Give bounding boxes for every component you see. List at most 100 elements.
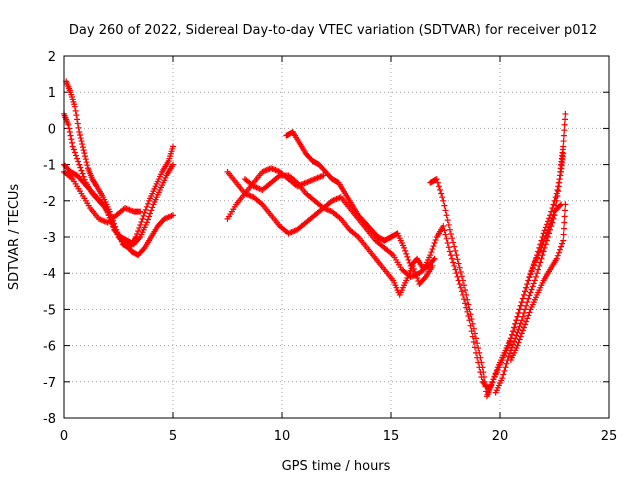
data-point-marker: [463, 304, 470, 311]
data-point-marker: [554, 186, 561, 193]
x-tick-label: 10: [274, 429, 291, 444]
data-point-marker: [76, 129, 83, 136]
data-point-marker: [518, 330, 525, 337]
data-point-marker: [476, 349, 483, 356]
data-point-marker: [552, 207, 559, 214]
data-point-marker: [461, 296, 468, 303]
y-tick-label: -1: [43, 159, 56, 174]
data-point-marker: [136, 224, 143, 231]
data-point-marker: [140, 212, 147, 219]
data-point-marker: [534, 270, 541, 277]
data-point-marker: [147, 210, 154, 217]
data-point-marker: [430, 243, 437, 250]
data-point-marker: [142, 206, 149, 213]
data-point-marker: [547, 226, 554, 233]
data-point-marker: [143, 203, 150, 210]
data-point-marker: [79, 170, 86, 177]
data-point-marker: [508, 344, 515, 351]
data-point-marker: [517, 320, 524, 327]
data-point-marker: [553, 255, 560, 262]
data-point-marker: [433, 176, 440, 183]
x-tick-label: 25: [601, 429, 618, 444]
data-point-marker: [519, 327, 526, 334]
data-point-marker: [80, 173, 87, 180]
data-point-marker: [523, 302, 530, 309]
data-point-marker: [515, 310, 522, 317]
data-point-marker: [529, 264, 536, 271]
data-point-marker: [555, 188, 562, 195]
data-point-marker: [414, 275, 421, 282]
data-point-marker: [410, 265, 417, 272]
data-point-marker: [78, 167, 85, 174]
series-trace-e: [224, 165, 327, 222]
data-point-marker: [73, 112, 80, 119]
data-point-marker: [431, 255, 438, 262]
data-point-marker: [146, 213, 153, 220]
data-point-marker: [537, 241, 544, 248]
data-point-marker: [451, 262, 458, 269]
data-point-marker: [499, 375, 506, 382]
data-point-marker: [530, 280, 537, 287]
data-point-marker: [526, 292, 533, 299]
data-point-marker: [445, 221, 452, 228]
data-point-marker: [137, 221, 144, 228]
data-point-marker: [84, 162, 91, 169]
data-point-marker: [524, 281, 531, 288]
data-point-marker: [450, 239, 457, 246]
data-point-marker: [523, 284, 530, 291]
data-point-marker: [77, 135, 84, 142]
data-point-marker: [527, 270, 534, 277]
data-point-marker: [524, 315, 531, 322]
data-point-marker: [522, 288, 529, 295]
data-point-marker: [559, 240, 566, 247]
data-point-marker: [409, 262, 416, 269]
data-point-marker: [466, 306, 473, 313]
data-point-marker: [440, 223, 447, 230]
data-point-marker: [148, 207, 155, 214]
data-point-marker: [516, 323, 523, 330]
data-point-marker: [68, 136, 75, 143]
data-point-marker: [443, 212, 450, 219]
data-point-marker: [140, 246, 147, 253]
data-point-marker: [449, 255, 456, 262]
data-point-marker: [457, 268, 464, 275]
data-point-marker: [506, 350, 513, 357]
data-point-marker: [540, 248, 547, 255]
data-point-marker: [66, 129, 73, 136]
data-point-marker: [453, 270, 460, 277]
x-tick-label: 5: [169, 429, 177, 444]
data-point-marker: [481, 373, 488, 380]
data-point-marker: [401, 244, 408, 251]
data-point-marker: [69, 143, 76, 150]
data-point-marker: [74, 120, 81, 127]
data-point-marker: [144, 216, 151, 223]
data-point-marker: [74, 116, 81, 123]
data-point-marker: [474, 340, 481, 347]
data-point-marker: [546, 230, 553, 237]
data-point-marker: [439, 194, 446, 201]
data-point-marker: [462, 300, 469, 307]
data-point-marker: [427, 252, 434, 259]
data-point-marker: [112, 223, 119, 230]
data-point-marker: [473, 335, 480, 342]
y-tick-label: 2: [48, 50, 56, 65]
data-point-marker: [134, 230, 141, 237]
data-point-marker: [549, 219, 556, 226]
data-point-marker: [560, 143, 567, 150]
data-point-marker: [471, 330, 478, 337]
data-point-marker: [458, 288, 465, 295]
data-point-marker: [144, 200, 151, 207]
data-point-marker: [530, 261, 537, 268]
data-point-marker: [510, 341, 517, 348]
data-point-marker: [83, 159, 90, 166]
data-point-marker: [518, 299, 525, 306]
data-point-marker: [454, 273, 461, 280]
grid-lines: [64, 56, 609, 418]
data-point-marker: [503, 360, 510, 367]
data-point-marker: [470, 338, 477, 345]
data-point-marker: [556, 246, 563, 253]
data-point-marker: [522, 306, 529, 313]
data-point-marker: [511, 324, 518, 331]
data-point-marker: [139, 215, 146, 222]
data-point-marker: [75, 158, 82, 165]
